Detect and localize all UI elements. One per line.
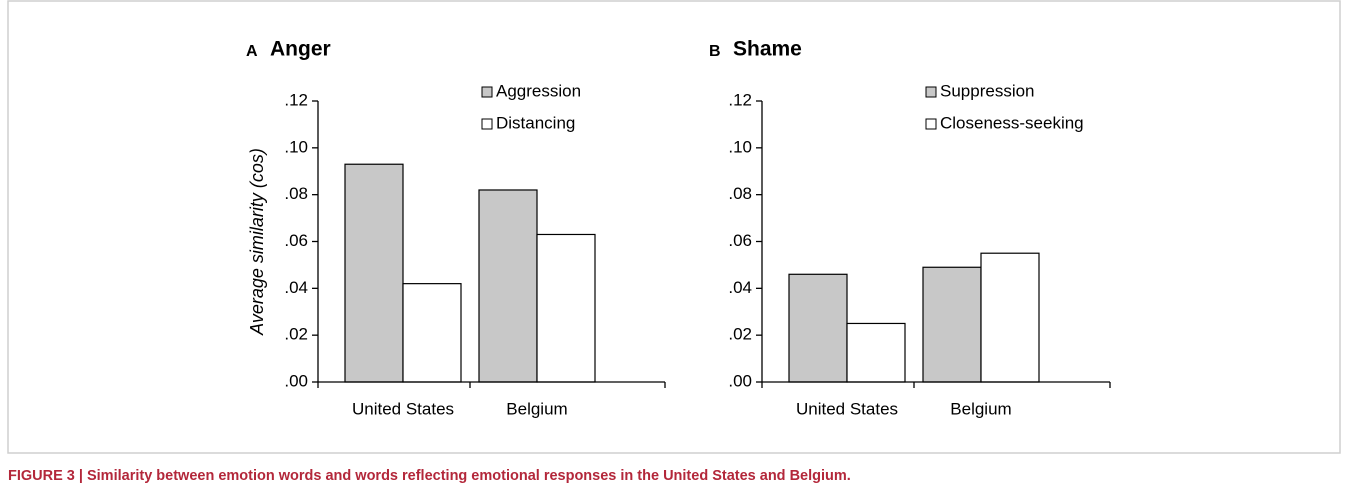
y-tick-label: .08 bbox=[728, 184, 752, 203]
chart-title: Anger bbox=[270, 38, 331, 61]
y-tick-label: .12 bbox=[284, 90, 308, 109]
chart-title: Shame bbox=[733, 38, 802, 61]
legend-swatch bbox=[925, 118, 937, 130]
bar bbox=[478, 189, 538, 383]
legend-label: Suppression bbox=[940, 81, 1035, 100]
x-tick-label: Belgium bbox=[506, 399, 567, 418]
x-tick-label: United States bbox=[352, 399, 454, 418]
legend-label: Aggression bbox=[496, 81, 581, 100]
bar bbox=[402, 283, 462, 383]
legend-swatch bbox=[481, 118, 493, 130]
legend-label: Closeness-seeking bbox=[940, 113, 1084, 132]
bar bbox=[922, 266, 982, 383]
y-tick-label: .12 bbox=[728, 90, 752, 109]
y-tick-label: .00 bbox=[284, 371, 308, 390]
x-tick-label: United States bbox=[796, 399, 898, 418]
figure-frame bbox=[7, 0, 1341, 454]
y-tick-label: .02 bbox=[728, 325, 752, 344]
y-axis-label: Average similarity (cos) bbox=[247, 148, 267, 336]
bar bbox=[846, 322, 906, 383]
caption: FIGURE 3 | Similarity between emotion wo… bbox=[8, 468, 851, 484]
bar bbox=[344, 163, 404, 383]
y-tick-label: .08 bbox=[284, 184, 308, 203]
y-tick-label: .06 bbox=[284, 231, 308, 250]
y-tick-label: .04 bbox=[728, 278, 752, 297]
legend-label: Distancing bbox=[496, 113, 575, 132]
y-tick-label: .02 bbox=[284, 325, 308, 344]
panel-letter: A bbox=[246, 43, 258, 60]
bar bbox=[788, 273, 848, 383]
y-tick-label: .10 bbox=[284, 137, 308, 156]
y-tick-label: .04 bbox=[284, 278, 308, 297]
legend-swatch bbox=[925, 86, 937, 98]
y-tick-label: .06 bbox=[728, 231, 752, 250]
legend-swatch bbox=[481, 86, 493, 98]
bar bbox=[980, 252, 1040, 383]
bar bbox=[536, 233, 596, 383]
y-tick-label: .00 bbox=[728, 371, 752, 390]
x-tick-label: Belgium bbox=[950, 399, 1011, 418]
panel-letter: B bbox=[709, 43, 721, 60]
y-tick-label: .10 bbox=[728, 137, 752, 156]
